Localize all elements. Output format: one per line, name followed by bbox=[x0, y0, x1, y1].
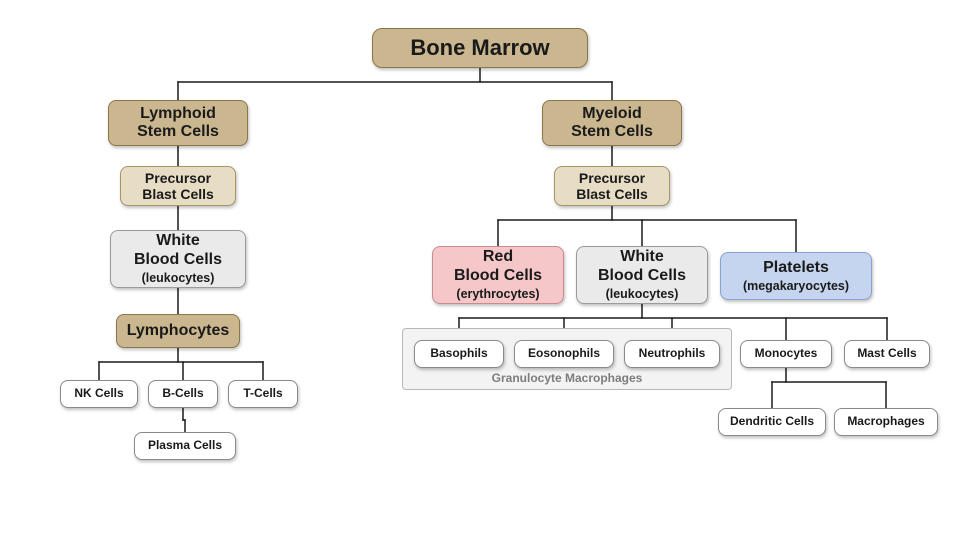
node-lymphocytes: Lymphocytes bbox=[116, 314, 240, 348]
node-l_precursor-label2: Blast Cells bbox=[142, 186, 214, 202]
node-dendritic-label: Dendritic Cells bbox=[730, 415, 814, 429]
node-l_precursor: PrecursorBlast Cells bbox=[120, 166, 236, 206]
node-m_wbc: WhiteBlood Cells (leukocytes) bbox=[576, 246, 708, 304]
node-rbc-label2: Blood Cells bbox=[454, 267, 542, 285]
node-m_wbc-label2: Blood Cells bbox=[598, 267, 686, 285]
node-root: Bone Marrow bbox=[372, 28, 588, 68]
node-plasma: Plasma Cells bbox=[134, 432, 236, 460]
node-lymphoid: LymphoidStem Cells bbox=[108, 100, 248, 146]
node-macrophages-label: Macrophages bbox=[847, 415, 924, 429]
node-platelets-label: Platelets bbox=[763, 259, 829, 277]
node-m_wbc-sublabel: (leukocytes) bbox=[606, 287, 679, 301]
node-lymphoid-label2: Stem Cells bbox=[137, 123, 219, 141]
node-monocytes: Monocytes bbox=[740, 340, 832, 368]
node-l_wbc: WhiteBlood Cells (leukocytes) bbox=[110, 230, 246, 288]
node-l_precursor-label: Precursor bbox=[145, 170, 211, 186]
node-l_wbc-label2: Blood Cells bbox=[134, 251, 222, 269]
node-macrophages: Macrophages bbox=[834, 408, 938, 436]
node-m_precursor-label: Precursor bbox=[579, 170, 645, 186]
node-platelets: Platelets (megakaryocytes) bbox=[720, 252, 872, 300]
node-m_precursor: PrecursorBlast Cells bbox=[554, 166, 670, 206]
node-plasma-label: Plasma Cells bbox=[148, 439, 222, 453]
node-root-label: Bone Marrow bbox=[410, 35, 549, 60]
node-rbc: RedBlood Cells (erythrocytes) bbox=[432, 246, 564, 304]
node-l_wbc-label: White bbox=[156, 232, 200, 250]
node-bcells: B-Cells bbox=[148, 380, 218, 408]
node-m_precursor-label2: Blast Cells bbox=[576, 186, 648, 202]
node-myeloid: MyeloidStem Cells bbox=[542, 100, 682, 146]
node-eosonophils-label: Eosonophils bbox=[528, 347, 600, 361]
node-mastcells: Mast Cells bbox=[844, 340, 930, 368]
node-neutrophils: Neutrophils bbox=[624, 340, 720, 368]
node-nk-label: NK Cells bbox=[74, 387, 123, 401]
node-myeloid-label2: Stem Cells bbox=[571, 123, 653, 141]
node-platelets-sublabel: (megakaryocytes) bbox=[743, 279, 849, 293]
node-bcells-label: B-Cells bbox=[162, 387, 203, 401]
node-basophils: Basophils bbox=[414, 340, 504, 368]
node-neutrophils-label: Neutrophils bbox=[639, 347, 706, 361]
node-basophils-label: Basophils bbox=[430, 347, 487, 361]
node-nk: NK Cells bbox=[60, 380, 138, 408]
granulocyte-group-label: Granulocyte Macrophages bbox=[492, 371, 643, 385]
node-rbc-label: Red bbox=[483, 248, 513, 266]
node-lymphoid-label: Lymphoid bbox=[140, 105, 216, 123]
node-mastcells-label: Mast Cells bbox=[857, 347, 916, 361]
node-tcells: T-Cells bbox=[228, 380, 298, 408]
node-monocytes-label: Monocytes bbox=[755, 347, 818, 361]
diagram-stage: { "type": "tree", "canvas": { "width": 9… bbox=[0, 0, 960, 540]
node-rbc-sublabel: (erythrocytes) bbox=[456, 287, 539, 301]
node-tcells-label: T-Cells bbox=[243, 387, 282, 401]
node-l_wbc-sublabel: (leukocytes) bbox=[142, 271, 215, 285]
node-myeloid-label: Myeloid bbox=[582, 105, 642, 123]
node-dendritic: Dendritic Cells bbox=[718, 408, 826, 436]
node-eosonophils: Eosonophils bbox=[514, 340, 614, 368]
node-m_wbc-label: White bbox=[620, 248, 664, 266]
node-lymphocytes-label: Lymphocytes bbox=[127, 322, 230, 340]
